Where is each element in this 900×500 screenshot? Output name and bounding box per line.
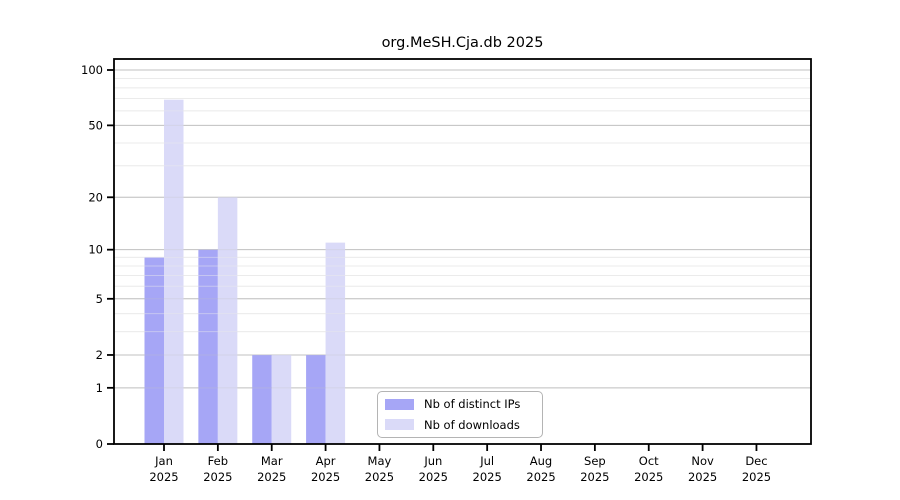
x-tick-label-month: May: [368, 454, 392, 468]
chart-title: org.MeSH.Cja.db 2025: [381, 35, 544, 51]
bar-apr-distinct-ips: [306, 354, 326, 444]
legend-swatch-downloads: [385, 419, 414, 431]
y-tick-label: 5: [96, 292, 103, 306]
x-tick-label-month: Aug: [530, 454, 552, 468]
y-tick-label: 50: [88, 118, 103, 132]
x-tick-label-year: 2025: [688, 470, 717, 484]
legend-item-downloads: Nb of downloads: [385, 415, 535, 436]
x-tick-label-year: 2025: [365, 470, 394, 484]
x-tick-label-year: 2025: [257, 470, 286, 484]
x-tick-label-month: Jul: [479, 454, 494, 468]
bar-mar-downloads: [271, 354, 292, 444]
x-tick-label-year: 2025: [419, 470, 448, 484]
x-tick-label-month: Apr: [316, 454, 336, 468]
bar-jan-distinct-ips: [144, 257, 164, 444]
x-tick-label-month: Mar: [261, 454, 283, 468]
x-tick-label-year: 2025: [634, 470, 663, 484]
legend-item-distinct-ips: Nb of distinct IPs: [385, 394, 535, 415]
legend: Nb of distinct IPs Nb of downloads: [377, 391, 543, 438]
x-tick-label-month: Dec: [745, 454, 767, 468]
bar-jan-downloads: [164, 99, 184, 444]
y-tick-label: 0: [96, 437, 103, 451]
x-tick-label-month: Nov: [691, 454, 714, 468]
x-tick-label-year: 2025: [742, 470, 771, 484]
y-tick-label: 10: [88, 243, 103, 257]
y-tick-label: 100: [81, 63, 103, 77]
x-tick-label-year: 2025: [203, 470, 232, 484]
legend-swatch-distinct-ips: [385, 398, 414, 410]
bar-feb-distinct-ips: [198, 249, 218, 444]
x-tick-label-month: Jun: [423, 454, 442, 468]
plot-frame: [113, 58, 812, 445]
y-tick-label: 2: [96, 348, 103, 362]
bar-mar-distinct-ips: [252, 354, 272, 444]
x-tick-label-month: Sep: [584, 454, 606, 468]
legend-label-distinct-ips: Nb of distinct IPs: [424, 397, 521, 412]
x-tick-label-year: 2025: [473, 470, 502, 484]
bar-feb-downloads: [217, 197, 238, 444]
x-tick-label-month: Jan: [154, 454, 173, 468]
y-tick-label: 1: [96, 381, 103, 395]
x-tick-label-year: 2025: [526, 470, 555, 484]
x-tick-label-year: 2025: [149, 470, 178, 484]
legend-label-downloads: Nb of downloads: [424, 417, 520, 432]
x-tick-label-month: Oct: [639, 454, 659, 468]
x-tick-label-month: Feb: [208, 454, 228, 468]
bar-apr-downloads: [325, 242, 346, 444]
x-tick-label-year: 2025: [311, 470, 340, 484]
x-tick-label-year: 2025: [580, 470, 609, 484]
y-tick-label: 20: [88, 190, 103, 204]
